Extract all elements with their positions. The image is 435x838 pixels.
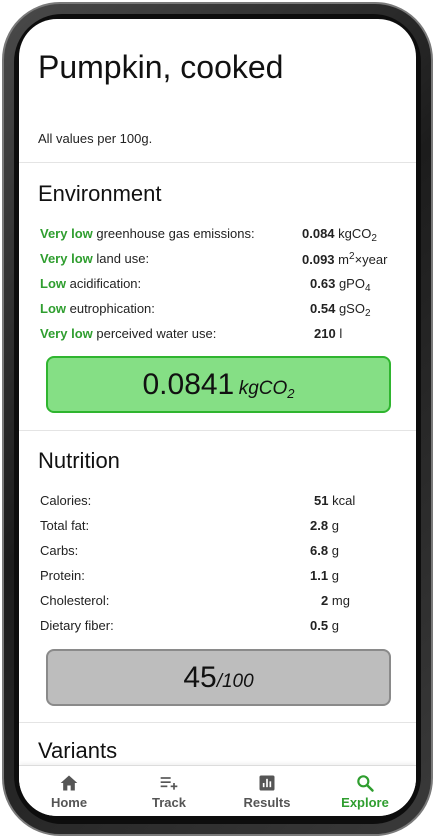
nav-home-label: Home: [51, 795, 87, 810]
nav-explore-label: Explore: [341, 795, 389, 810]
nutrition-value: 1.1: [310, 568, 328, 583]
nutrition-label: Protein:: [40, 568, 85, 583]
food-title: Pumpkin, cooked: [38, 49, 283, 86]
env-value: 210: [314, 326, 336, 341]
nutrition-row-calories: Calories: 51 kcal: [40, 493, 400, 513]
nav-home[interactable]: Home: [21, 766, 117, 816]
nutrition-row-protein: Protein: 1.1 g: [40, 568, 400, 588]
playlist-add-icon: [159, 773, 179, 793]
env-row-ghg: Very low greenhouse gas emissions: 0.084…: [40, 226, 400, 246]
env-value: 0.63: [310, 276, 335, 291]
environment-score-unit-sub: 2: [287, 386, 294, 401]
nutrition-value: 2: [321, 593, 328, 608]
search-icon: [355, 773, 375, 793]
nutrition-unit: g: [332, 518, 339, 533]
environment-heading: Environment: [38, 181, 162, 207]
nutrition-row-cholesterol: Cholesterol: 2 mg: [40, 593, 400, 613]
home-icon: [59, 773, 79, 793]
env-level: Very low: [40, 326, 93, 341]
env-unit-sub: 2: [371, 233, 377, 244]
nav-track[interactable]: Track: [121, 766, 217, 816]
env-label: greenhouse gas emissions:: [93, 226, 255, 241]
bar-chart-icon: [257, 773, 277, 793]
nutrition-label: Total fat:: [40, 518, 89, 533]
app-screen: Pumpkin, cooked All values per 100g. Env…: [19, 19, 416, 816]
env-unit: m: [338, 252, 349, 267]
nutrition-unit: kcal: [332, 493, 355, 508]
env-unit-sub: 4: [365, 283, 371, 294]
nav-results[interactable]: Results: [219, 766, 315, 816]
nutrition-row-fat: Total fat: 2.8 g: [40, 518, 400, 538]
nutrition-unit: mg: [332, 593, 350, 608]
nutrition-label: Calories:: [40, 493, 91, 508]
env-row-eutro: Low eutrophication: 0.54 gSO2: [40, 301, 400, 321]
nutrition-value: 51: [314, 493, 328, 508]
env-level: Very low: [40, 251, 93, 266]
nutrition-unit: g: [332, 568, 339, 583]
env-level: Low: [40, 276, 66, 291]
env-value: 0.54: [310, 301, 335, 316]
environment-score-unit: kgCO: [239, 378, 288, 399]
nav-explore[interactable]: Explore: [317, 766, 413, 816]
env-unit-sub: 2: [365, 308, 371, 319]
env-unit: l: [339, 326, 342, 341]
per-100g-note: All values per 100g.: [38, 131, 152, 146]
nutrition-label: Carbs:: [40, 543, 78, 558]
nutrition-value: 0.5: [310, 618, 328, 633]
nutrition-row-fiber: Dietary fiber: 0.5 g: [40, 618, 400, 638]
env-value: 0.084: [302, 226, 335, 241]
env-label: land use:: [93, 251, 149, 266]
env-row-land: Very low land use: 0.093 m2×year: [40, 251, 400, 271]
env-level: Very low: [40, 226, 93, 241]
nutrition-row-carbs: Carbs: 6.8 g: [40, 543, 400, 563]
env-level: Low: [40, 301, 66, 316]
nutrition-score-unit: /100: [217, 671, 254, 692]
nutrition-score-box: 45/100: [46, 649, 391, 706]
env-label: acidification:: [66, 276, 141, 291]
bottom-nav: Home Track Results: [19, 765, 416, 816]
nutrition-heading: Nutrition: [38, 448, 120, 474]
env-value: 0.093: [302, 252, 335, 267]
env-row-water: Very low perceived water use: 210 l: [40, 326, 400, 346]
env-label: perceived water use:: [93, 326, 217, 341]
divider: [19, 722, 416, 723]
nutrition-score: 45: [183, 661, 216, 694]
env-unit-tail: ×year: [355, 252, 388, 267]
environment-score-box: 0.0841 kgCO2: [46, 356, 391, 413]
nutrition-label: Dietary fiber:: [40, 618, 114, 633]
env-unit: gSO: [339, 301, 365, 316]
env-label: eutrophication:: [66, 301, 155, 316]
nutrition-unit: g: [332, 543, 339, 558]
nutrition-unit: g: [332, 618, 339, 633]
divider: [19, 430, 416, 431]
nutrition-value: 6.8: [310, 543, 328, 558]
variants-heading: Variants: [38, 738, 117, 764]
nav-results-label: Results: [244, 795, 291, 810]
nutrition-label: Cholesterol:: [40, 593, 109, 608]
environment-score: 0.0841: [142, 368, 234, 401]
nav-track-label: Track: [152, 795, 186, 810]
divider: [19, 162, 416, 163]
nutrition-value: 2.8: [310, 518, 328, 533]
env-row-acid: Low acidification: 0.63 gPO4: [40, 276, 400, 296]
env-unit: kgCO: [338, 226, 371, 241]
env-unit: gPO: [339, 276, 365, 291]
